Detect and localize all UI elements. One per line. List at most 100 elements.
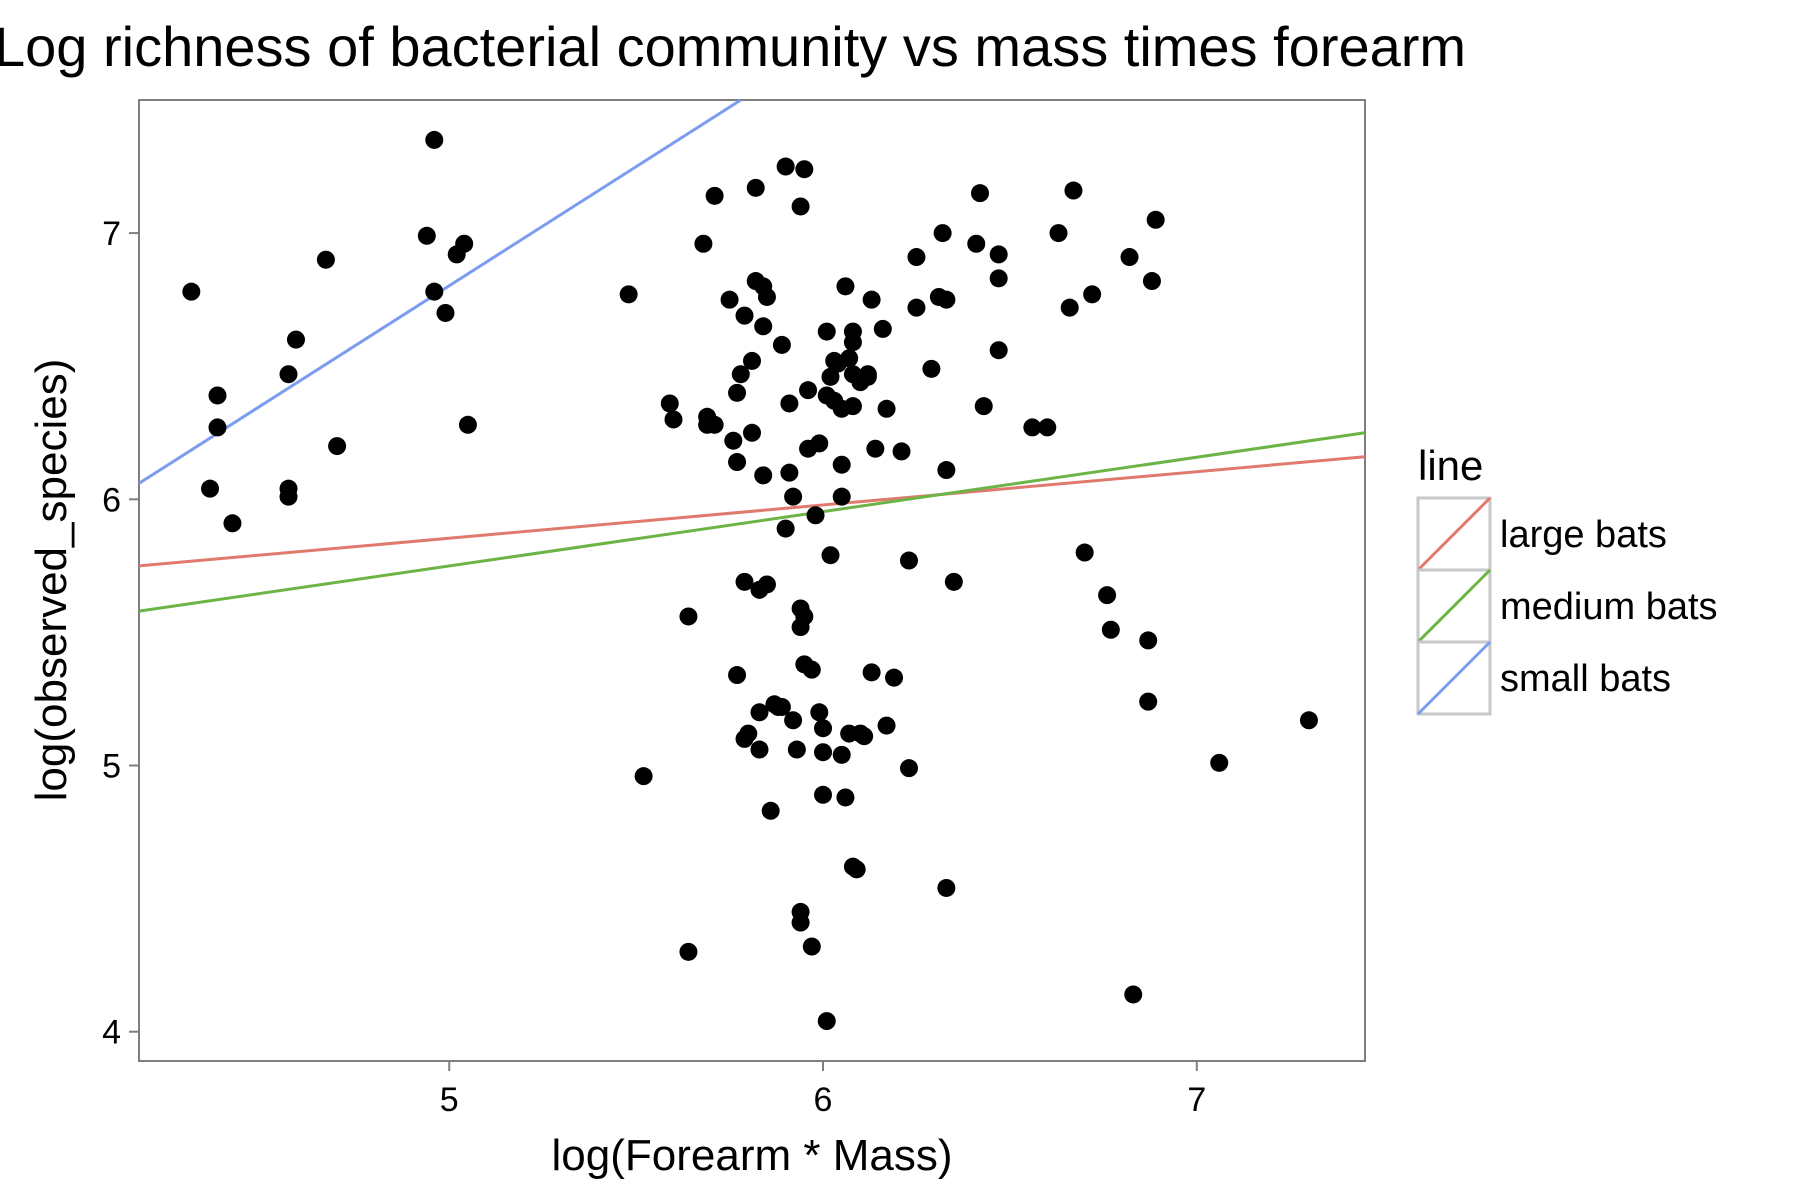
scatter-point [279, 365, 298, 384]
scatter-point [316, 250, 335, 269]
x-axis-ticks: 5 6 7 [440, 1061, 1206, 1119]
scatter-point [847, 860, 866, 879]
scatter-point [1120, 248, 1139, 267]
scatter-point [866, 439, 885, 458]
scatter-point [799, 381, 818, 400]
scatter-point [784, 487, 803, 506]
scatter-point [279, 487, 298, 506]
scatter-point [664, 410, 683, 429]
scatter-point [802, 660, 821, 679]
scatter-point [436, 303, 455, 322]
scatter-point [634, 767, 653, 786]
scatter-point [1023, 418, 1042, 437]
scatter-point [208, 386, 227, 405]
scatter-point [743, 423, 761, 442]
scatter-point [840, 349, 859, 368]
scatter-point [1124, 985, 1143, 1004]
scatter-point [787, 740, 806, 759]
scatter-point [1064, 181, 1083, 200]
scatter-point [772, 335, 791, 354]
y-axis-label: log(observed_species) [27, 359, 76, 802]
scatter-point [836, 788, 855, 807]
scatter-point [814, 785, 833, 804]
scatter-point [791, 913, 810, 932]
scatter-point [679, 607, 698, 626]
scatter-point [810, 434, 829, 453]
scatter-point [817, 322, 836, 341]
legend-key-line [1416, 496, 1492, 572]
scatter-point [858, 365, 877, 384]
scatter-point [814, 719, 833, 738]
scatter-point [877, 716, 896, 735]
scatter-point [1210, 753, 1229, 772]
y-tick-label: 7 [102, 215, 121, 253]
legend-key-line [1416, 568, 1492, 644]
scatter-point [1146, 210, 1165, 229]
scatter-point [933, 224, 952, 243]
scatter-point [1060, 298, 1079, 317]
scatter-point [791, 197, 810, 216]
scatter-point [907, 248, 926, 267]
scatter-point [1049, 224, 1068, 243]
scatter-point [208, 418, 227, 437]
scatter-point [836, 277, 855, 296]
scatter-point [937, 878, 956, 897]
scatter-point [821, 546, 840, 565]
scatter-point [417, 226, 436, 245]
x-tick-label: 6 [814, 1081, 833, 1119]
scatter-point [679, 942, 698, 961]
scatter-point [757, 287, 776, 306]
scatter-point [922, 359, 941, 378]
legend-label: small bats [1500, 658, 1671, 700]
scatter-point [832, 455, 851, 474]
legend-keys: large bats medium bats small bats [1416, 496, 1718, 716]
scatter-point [286, 330, 305, 349]
scatter-point [735, 306, 754, 325]
scatter-point [814, 743, 833, 762]
scatter-point [855, 727, 874, 746]
scatter-point [761, 801, 780, 820]
scatter-point [944, 572, 963, 591]
scatter-point [750, 703, 769, 722]
scatter-point [832, 745, 851, 764]
legend-title: line [1418, 442, 1483, 489]
scatter-point [877, 399, 896, 418]
y-axis-ticks: 4 5 6 7 [102, 215, 139, 1052]
scatter-point [425, 130, 444, 149]
scatter-point [705, 415, 724, 434]
y-tick-label: 6 [102, 481, 121, 519]
y-tick-label: 5 [102, 748, 121, 786]
scatter-point [750, 740, 769, 759]
x-axis-label: log(Forearm * Mass) [552, 1131, 953, 1180]
scatter-point [425, 282, 444, 301]
scatter-point [619, 285, 638, 304]
scatter-point [731, 365, 750, 384]
scatter-point [1098, 586, 1117, 605]
scatter-point [971, 184, 990, 203]
scatter-point [989, 245, 1008, 264]
scatter-point [810, 703, 829, 722]
scatter-point [967, 234, 986, 253]
scatter-point [989, 341, 1008, 360]
y-tick-label: 4 [102, 1014, 121, 1052]
scatter-point [746, 178, 765, 197]
scatter-point [201, 479, 220, 498]
scatter-point [989, 269, 1008, 288]
scatter-point [754, 317, 773, 336]
scatter-point [795, 607, 814, 626]
scatter-point [780, 463, 799, 482]
scatter-point [1139, 692, 1158, 711]
scatter-point [1083, 285, 1102, 304]
regression-line-medium-bats [138, 431, 1366, 613]
scatter-point [728, 666, 747, 685]
scatter-point [1075, 543, 1094, 562]
scatter-point [806, 506, 825, 525]
scatter-point [743, 351, 761, 370]
scatter-point [223, 514, 242, 533]
scatter-point [843, 397, 862, 416]
scatter-point [802, 937, 821, 956]
scatter-point [892, 442, 911, 461]
scatter-point [455, 234, 474, 253]
scatter-point [843, 333, 862, 352]
scatter-point [724, 431, 743, 450]
